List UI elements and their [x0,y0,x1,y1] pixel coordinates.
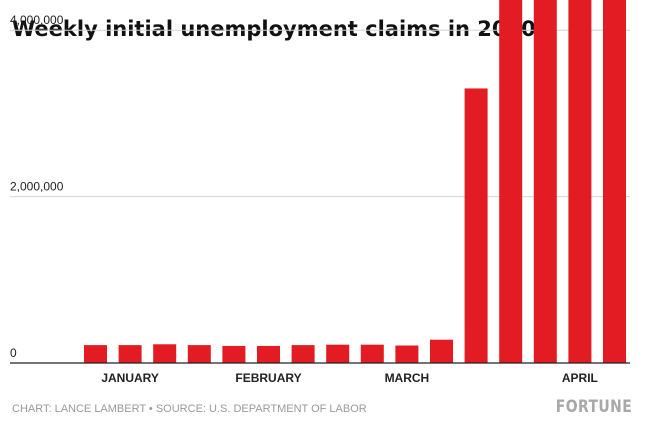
bar-apr-18 [603,0,626,363]
chart-title: Weekly initial unemployment claims in 20… [12,17,536,41]
x-month-label-february: FEBRUARY [235,371,301,385]
x-month-label-january: JANUARY [101,371,159,385]
bar-mar-14 [430,339,453,363]
y-tick-label: 2,000,000 [10,180,64,194]
y-tick-label: 4,000,000 [10,13,64,27]
bar-mar-28 [499,0,523,363]
bar-feb-22 [326,344,350,363]
x-axis-month-labels: JANUARY FEBRUARY MARCH APRIL [101,371,598,385]
x-month-label-april: APRIL [562,371,598,385]
bar-apr-11 [568,0,592,363]
bar-jan-18 [153,344,177,363]
bar-mar-7 [395,345,419,363]
bar-jan-11 [118,345,142,363]
gridlines [10,29,630,198]
fortune-logo: FORTUNE [555,397,632,417]
bar-feb-15 [291,345,315,363]
bars [84,0,626,363]
y-tick-label: 0 [10,346,17,360]
bar-feb-29 [360,344,384,363]
x-month-label-march: MARCH [385,371,430,385]
bar-mar-21 [464,88,488,363]
chart-credit: CHART: LANCE LAMBERT • SOURCE: U.S. DEPA… [12,403,367,415]
bar-apr-4 [533,0,557,363]
bar-feb-1 [222,345,246,363]
bar-jan-25 [187,345,211,363]
bar-feb-8 [257,345,280,363]
bar-jan-4 [84,345,107,363]
